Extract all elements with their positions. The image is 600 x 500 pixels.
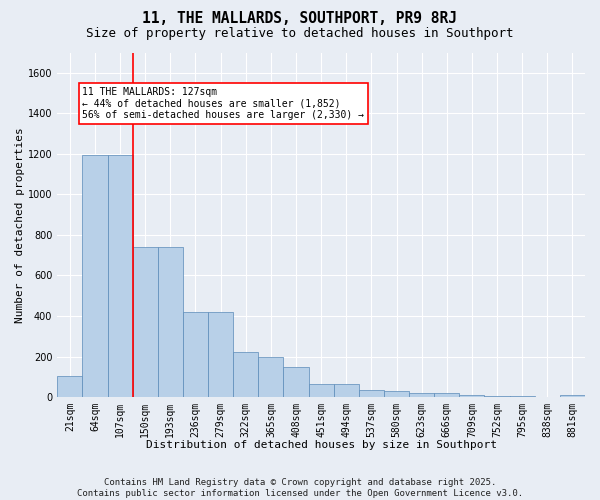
Text: 11, THE MALLARDS, SOUTHPORT, PR9 8RJ: 11, THE MALLARDS, SOUTHPORT, PR9 8RJ [143,11,458,26]
Bar [233,352,259,397]
Bar [359,390,384,397]
Bar [560,396,585,397]
Text: Contains HM Land Registry data © Crown copyright and database right 2025.
Contai: Contains HM Land Registry data © Crown c… [77,478,523,498]
Bar [484,396,509,397]
Bar [208,312,233,397]
X-axis label: Distribution of detached houses by size in Southport: Distribution of detached houses by size … [146,440,497,450]
Bar [308,384,334,397]
Bar [434,394,460,397]
Bar [259,356,283,397]
Bar [158,247,183,397]
Bar [183,312,208,397]
Bar [460,395,484,397]
Bar [409,394,434,397]
Bar [384,391,409,397]
Bar [509,396,535,397]
Bar [133,247,158,397]
Bar [283,366,308,397]
Text: 11 THE MALLARDS: 127sqm
← 44% of detached houses are smaller (1,852)
56% of semi: 11 THE MALLARDS: 127sqm ← 44% of detache… [82,87,364,120]
Bar [57,376,82,397]
Bar [82,155,107,397]
Bar [334,384,359,397]
Text: Size of property relative to detached houses in Southport: Size of property relative to detached ho… [86,28,514,40]
Y-axis label: Number of detached properties: Number of detached properties [15,127,25,322]
Bar [107,155,133,397]
